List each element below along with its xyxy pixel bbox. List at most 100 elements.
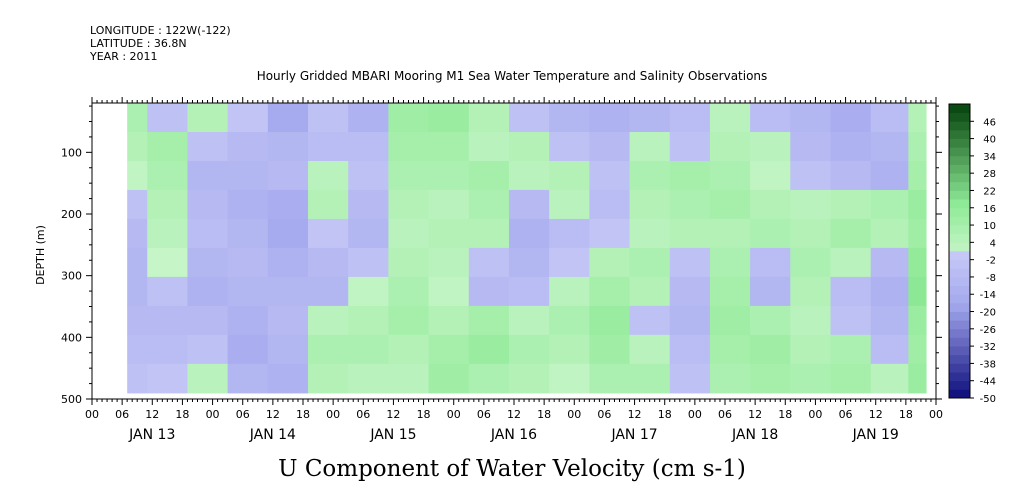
heatmap-cell <box>549 131 590 162</box>
heatmap-cell <box>830 363 872 394</box>
heatmap-cell <box>348 334 389 365</box>
heatmap-cell <box>187 103 229 133</box>
x-tick-label: 12 <box>507 408 521 421</box>
heatmap-cell <box>147 276 189 307</box>
x-tick-label: 06 <box>356 408 370 421</box>
heatmap-cell <box>589 131 631 162</box>
heatmap-cell <box>908 131 927 162</box>
heatmap-cell <box>629 189 671 220</box>
x-tick-label: 00 <box>85 408 99 421</box>
heatmap-cell <box>348 276 389 307</box>
colorbar-frame <box>948 103 971 399</box>
y-tick-label: 100 <box>61 146 82 159</box>
colorbar-swatch <box>949 302 970 312</box>
colorbar-swatch <box>949 121 970 131</box>
heatmap-cell <box>127 363 148 394</box>
heatmap-cell <box>127 160 148 191</box>
heatmap-cell <box>508 160 550 191</box>
heatmap-cell <box>468 305 510 336</box>
heatmap-cell <box>908 334 927 365</box>
heatmap-cell <box>830 276 872 307</box>
colorbar-label: -2 <box>986 256 996 267</box>
heatmap-cell <box>750 218 791 249</box>
heatmap-cell <box>227 189 269 220</box>
x-tick-label: 06 <box>236 408 250 421</box>
heatmap-cell <box>908 189 927 220</box>
heatmap-cell <box>830 334 872 365</box>
colorbar-swatch <box>949 320 970 330</box>
colorbar-label: 34 <box>983 152 996 163</box>
heatmap-cell <box>428 131 470 162</box>
heatmap-cell <box>870 276 909 307</box>
heatmap-cell <box>870 247 909 278</box>
heatmap-cell <box>388 189 430 220</box>
heatmap-cell <box>830 160 872 191</box>
heatmap-cell <box>428 103 470 133</box>
day-label: JAN 16 <box>490 427 537 443</box>
heatmap-cell <box>127 218 148 249</box>
x-tick-label: 00 <box>447 408 461 421</box>
plot-area <box>127 103 927 394</box>
heatmap-cell <box>549 363 590 394</box>
heatmap-cell <box>669 305 711 336</box>
heatmap-cell <box>227 363 269 394</box>
x-tick-label: 12 <box>386 408 400 421</box>
heatmap-cell <box>790 189 832 220</box>
heatmap-cell <box>267 160 309 191</box>
colorbar-swatch <box>949 328 970 338</box>
heatmap-cell <box>589 276 631 307</box>
colorbar-swatch <box>949 337 970 347</box>
heatmap-cell <box>709 131 751 162</box>
colorbar-swatch <box>949 190 970 200</box>
heatmap-cell <box>669 218 711 249</box>
day-label: JAN 13 <box>128 427 175 443</box>
x-tick-label: 06 <box>477 408 491 421</box>
heatmap-cell <box>669 363 711 394</box>
colorbar-swatch <box>949 233 970 243</box>
colorbar-label: 4 <box>990 238 996 249</box>
heatmap-cell <box>388 305 430 336</box>
heatmap-cell <box>127 189 148 220</box>
heatmap-cell <box>308 334 349 365</box>
heatmap-cell <box>127 305 148 336</box>
heatmap-cell <box>428 305 470 336</box>
colorbar-label: 28 <box>983 169 996 180</box>
heatmap-cell <box>790 334 832 365</box>
heatmap-cell <box>709 305 751 336</box>
heatmap-cell <box>348 189 389 220</box>
heatmap-cell <box>267 276 309 307</box>
heatmap-cell <box>750 305 791 336</box>
heatmap-cell <box>589 305 631 336</box>
heatmap-cell <box>549 247 590 278</box>
heatmap-cell <box>709 103 751 133</box>
x-tick-label: 12 <box>145 408 159 421</box>
x-tick-label: 00 <box>206 408 220 421</box>
heatmap-cell <box>127 247 148 278</box>
x-tick-label: 06 <box>718 408 732 421</box>
heatmap-cell <box>629 363 671 394</box>
colorbar-swatch <box>949 380 970 390</box>
heatmap-cell <box>790 103 832 133</box>
heatmap-cell <box>629 276 671 307</box>
heatmap-cell <box>750 189 791 220</box>
colorbar-swatch <box>949 242 970 252</box>
heatmap-cell <box>127 334 148 365</box>
heatmap-cell <box>549 276 590 307</box>
heatmap-cell <box>709 334 751 365</box>
day-labels: JAN 13 JAN 14 JAN 15 JAN 16 JAN 17 JAN 18 JAN … <box>128 427 899 443</box>
heatmap-cell <box>187 363 229 394</box>
heatmap-cell <box>187 305 229 336</box>
heatmap-cell <box>348 103 389 133</box>
heatmap-cell <box>127 103 148 133</box>
heatmap-cell <box>750 103 791 133</box>
heatmap-cell <box>830 189 872 220</box>
heatmap-cell <box>870 305 909 336</box>
x-tick-label: 12 <box>628 408 642 421</box>
heatmap-cell <box>750 276 791 307</box>
heatmap-cell <box>187 247 229 278</box>
heatmap-cell <box>709 363 751 394</box>
heatmap-cell <box>227 103 269 133</box>
heatmap-cell <box>267 363 309 394</box>
heatmap-cell <box>227 160 269 191</box>
heatmap-cell <box>428 363 470 394</box>
